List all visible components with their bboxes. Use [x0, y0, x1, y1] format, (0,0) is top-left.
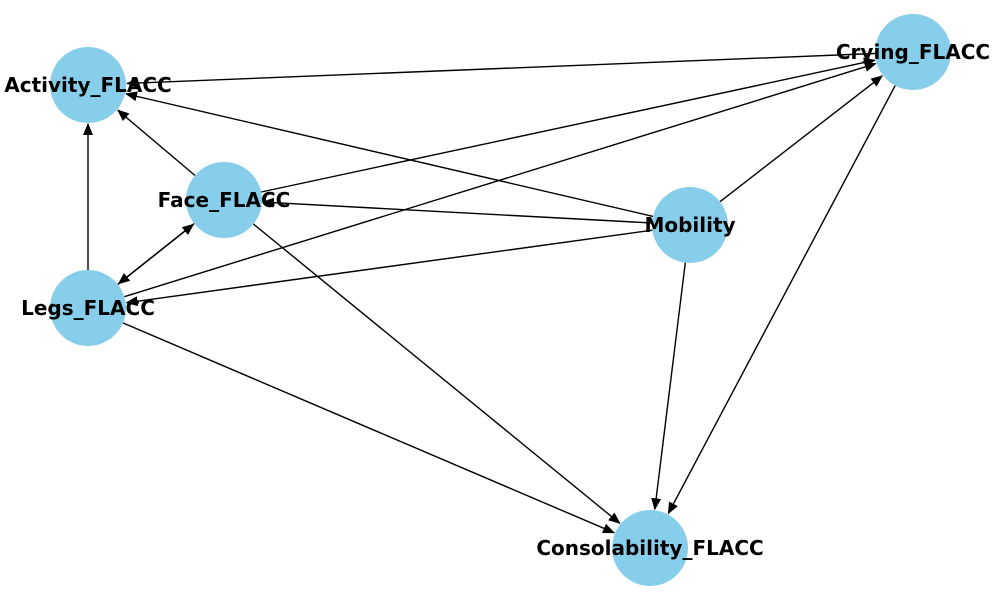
node-circle-legs: [50, 270, 126, 346]
edge-mobility-to-crying: [719, 75, 883, 203]
edge-legs-to-face: [117, 223, 195, 285]
node-crying: Crying_FLACC: [836, 14, 990, 90]
edge-face-to-consolability: [252, 223, 621, 524]
edge-mobility-to-consolability: [651, 262, 686, 511]
edges-layer: [83, 52, 896, 534]
edge-crying-to-activity: [126, 52, 876, 88]
node-mobility: Mobility: [644, 187, 736, 263]
nodes-layer: Activity_FLACC Crying_FLACC Face_FLACC Mobi…: [4, 14, 990, 586]
node-label-legs: Legs_FLACC: [21, 296, 155, 320]
node-face: Face_FLACC: [158, 162, 291, 238]
node-circle-crying: [875, 14, 951, 90]
node-circle-mobility: [652, 187, 728, 263]
node-label-crying: Crying_FLACC: [836, 40, 990, 64]
edge-crying-to-consolability: [667, 85, 896, 515]
node-consolability: Consolability_FLACC: [536, 510, 764, 586]
edge-face-to-activity: [117, 109, 196, 177]
edge-mobility-to-legs: [125, 229, 653, 307]
edge-mobility-to-face: [261, 197, 653, 224]
edge-legs-to-consolability: [122, 322, 616, 534]
node-label-consolability: Consolability_FLACC: [536, 536, 763, 560]
node-label-face: Face_FLACC: [158, 188, 291, 212]
node-circle-face: [186, 162, 262, 238]
edge-legs-to-crying: [124, 62, 877, 298]
node-label-activity: Activity_FLACC: [4, 73, 171, 97]
edge-face-to-crying: [261, 57, 876, 193]
node-circle-consolability: [612, 510, 688, 586]
node-circle-activity: [50, 47, 126, 123]
node-activity: Activity_FLACC: [4, 47, 172, 123]
node-legs: Legs_FLACC: [21, 270, 155, 346]
node-label-mobility: Mobility: [644, 213, 735, 237]
edge-mobility-to-activity: [125, 91, 654, 218]
